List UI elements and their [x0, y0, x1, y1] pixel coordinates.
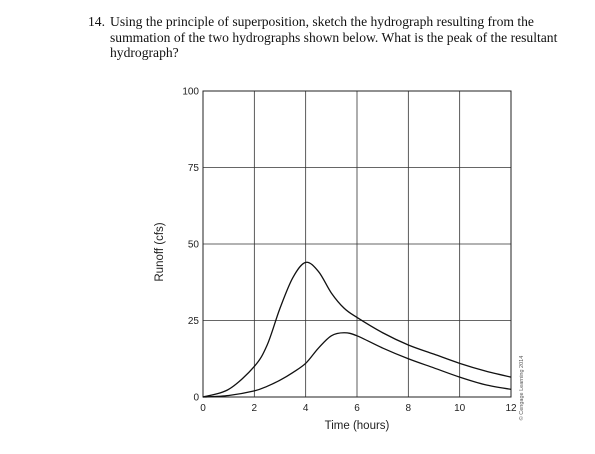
- x-tick-label-3: 6: [354, 403, 360, 414]
- x-tick-labels: 0 2 4 6 8 10 12: [200, 403, 517, 414]
- series-lines: [202, 261, 512, 398]
- x-tick-label-6: 12: [505, 403, 517, 414]
- y-tick-label-2: 50: [188, 240, 200, 251]
- question-text: Using the principle of superposition, sk…: [110, 14, 558, 60]
- chart-grid: [202, 90, 512, 398]
- x-tick-label-1: 2: [252, 403, 258, 414]
- x-tick-label-4: 8: [406, 403, 412, 414]
- series-line-1: [202, 332, 512, 398]
- y-tick-label-1: 25: [188, 316, 200, 327]
- series-line-0: [202, 261, 512, 398]
- y-tick-label-3: 75: [188, 163, 200, 174]
- x-axis-label: Time (hours): [325, 420, 390, 432]
- y-tick-labels: 0 25 50 75 100: [182, 87, 199, 404]
- question-number: 14.: [88, 14, 105, 29]
- copyright-credit: © Cengage Learning 2014: [518, 356, 525, 421]
- y-tick-label-0: 0: [193, 393, 199, 404]
- x-tick-label-2: 4: [303, 403, 309, 414]
- x-tick-label-5: 10: [454, 403, 466, 414]
- plot-frame: [202, 90, 512, 398]
- x-tick-label-0: 0: [200, 403, 206, 414]
- y-tick-label-4: 100: [182, 87, 199, 98]
- question: 14. Using the principle of superposition…: [88, 14, 588, 61]
- y-axis-label: Runoff (cfs): [154, 222, 166, 281]
